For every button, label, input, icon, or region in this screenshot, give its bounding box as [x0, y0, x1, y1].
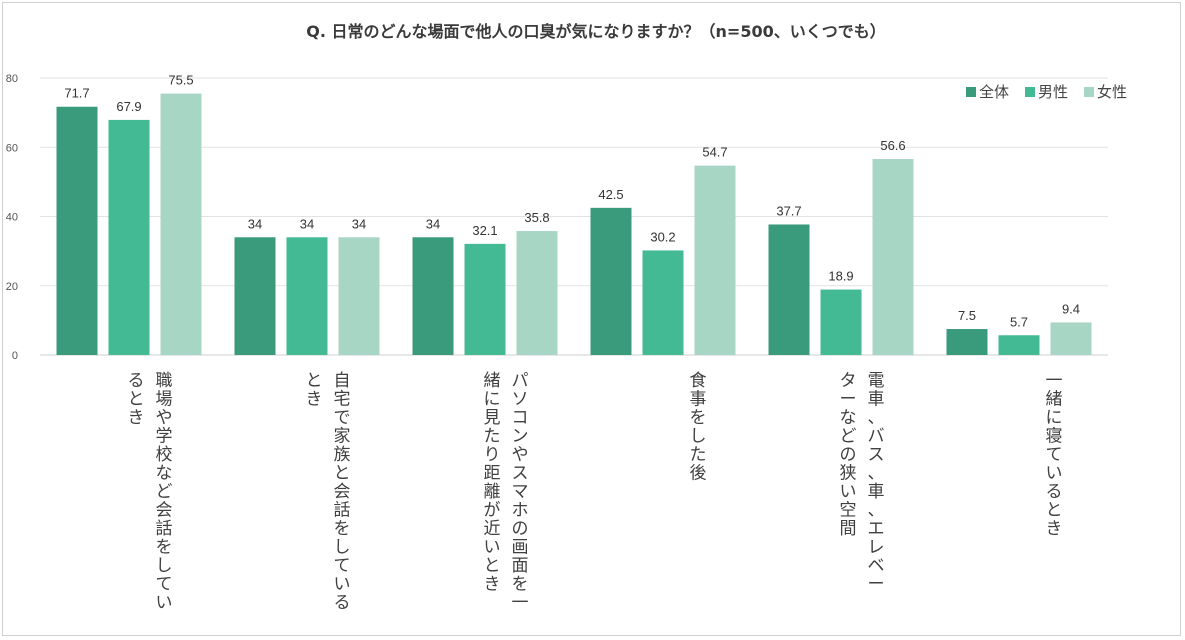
category-label-line: ターなどの狭い空間 — [840, 371, 857, 539]
bar-3-5 — [872, 159, 914, 355]
gridlines — [40, 77, 1108, 356]
bar-1-5 — [768, 224, 810, 355]
bar-2-1 — [108, 119, 150, 356]
legend-label: 男性 — [1038, 83, 1068, 101]
data-label: 18.9 — [828, 269, 853, 284]
data-label: 7.5 — [958, 308, 976, 323]
category-label-line: 自宅で家族と会話をしている — [334, 371, 351, 613]
legend-label: 女性 — [1097, 83, 1127, 101]
bars — [56, 93, 1092, 356]
data-label: 34 — [248, 216, 262, 231]
bar-2-3 — [464, 243, 506, 355]
bar-1-2 — [234, 237, 276, 355]
data-label: 75.5 — [168, 73, 193, 88]
bar-3-1 — [160, 93, 202, 356]
bar-2-4 — [642, 250, 684, 355]
data-label: 30.2 — [650, 229, 675, 244]
legend-swatch — [966, 87, 976, 97]
legend-label: 全体 — [979, 83, 1009, 101]
data-labels: 71.7 67.9 75.5 34 34 34 34 32.1 35.8 42.5 30.2 54.7… — [64, 73, 1080, 330]
bar-1-1 — [56, 106, 98, 356]
data-label: 54.7 — [702, 145, 727, 160]
data-label: 5.7 — [1010, 314, 1028, 329]
category-label-line: 一緒に寝ているとき — [1046, 371, 1063, 539]
category-label-line: とき — [306, 371, 323, 410]
data-label: 34 — [426, 216, 440, 231]
legend-swatch — [1025, 87, 1035, 97]
category-label: 食事をした後 — [690, 371, 707, 484]
bar-2-2 — [286, 237, 328, 355]
y-tick-label: 40 — [6, 212, 18, 224]
category-label-line: 電車、バス、車、エレベー — [868, 371, 885, 595]
category-label-line: パソコンやスマホの画面を一 — [512, 371, 529, 613]
chart-title: Q. 日常のどんな場面で他人の口臭が気になりますか？（n=500、いくつでも） — [306, 22, 885, 41]
data-label: 32.1 — [472, 223, 497, 238]
bar-1-3 — [412, 237, 454, 355]
y-tick-label: 60 — [6, 142, 18, 154]
y-tick-label: 20 — [6, 281, 18, 293]
y-axis-ticks: 0 20 40 60 80 — [6, 73, 18, 362]
category-label-line: 緒に見たり距離が近いとき — [484, 371, 501, 595]
legend: 全体 男性 女性 — [966, 83, 1127, 101]
data-label: 56.6 — [880, 138, 905, 153]
category-label-line: 職場や学校など会話をしてい — [156, 371, 173, 613]
data-label: 71.7 — [64, 86, 89, 101]
bar-3-2 — [338, 237, 380, 355]
data-label: 35.8 — [524, 210, 549, 225]
data-label: 42.5 — [598, 187, 623, 202]
y-tick-label: 0 — [12, 350, 18, 362]
bar-1-6 — [946, 329, 988, 355]
y-tick-label: 80 — [6, 73, 18, 85]
bar-3-3 — [516, 231, 558, 355]
bar-3-6 — [1050, 322, 1092, 355]
category-label: 一緒に寝ているとき — [1046, 371, 1063, 539]
bar-2-5 — [820, 289, 862, 355]
data-label: 67.9 — [116, 99, 141, 114]
data-label: 34 — [300, 216, 314, 231]
bar-2-6 — [998, 335, 1040, 355]
data-label: 34 — [352, 216, 366, 231]
category-label-line: 食事をした後 — [690, 371, 707, 484]
bar-1-4 — [590, 207, 632, 355]
data-label: 37.7 — [776, 203, 801, 218]
bar-3-4 — [694, 165, 736, 355]
legend-swatch — [1084, 87, 1094, 97]
category-label-line: るとき — [128, 371, 145, 428]
data-label: 9.4 — [1062, 301, 1080, 316]
